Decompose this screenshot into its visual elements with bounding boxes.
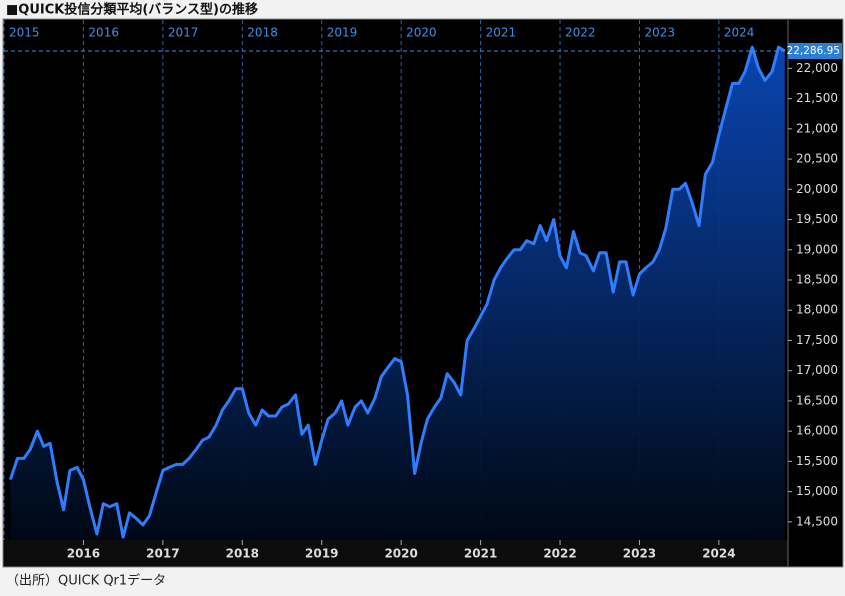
area bbox=[10, 47, 785, 540]
top-year-label: 2024 bbox=[724, 26, 755, 40]
top-year-label: 2019 bbox=[327, 26, 358, 40]
y-tick-label: 19,000 bbox=[796, 242, 838, 256]
source-note: （出所）QUICK Qr1データ bbox=[6, 573, 166, 589]
x-tick-label: 2017 bbox=[146, 547, 179, 561]
y-tick-label: 20,500 bbox=[796, 152, 838, 166]
x-tick-label: 2019 bbox=[305, 547, 338, 561]
x-tick-label: 2020 bbox=[384, 547, 417, 561]
y-tick-label: 18,000 bbox=[796, 303, 838, 317]
top-year-label: 2021 bbox=[486, 26, 517, 40]
y-tick-label: 22,000 bbox=[796, 61, 838, 75]
top-year-label: 2018 bbox=[247, 26, 278, 40]
y-tick-label: 19,500 bbox=[796, 212, 838, 226]
top-year-label: 2022 bbox=[565, 26, 596, 40]
y-tick-label: 20,000 bbox=[796, 182, 838, 196]
y-tick-label: 17,500 bbox=[796, 333, 838, 347]
y-tick-label: 16,000 bbox=[796, 424, 838, 438]
x-tick-label: 2016 bbox=[67, 547, 100, 561]
y-tick-label: 15,500 bbox=[796, 454, 838, 468]
top-year-label: 2015 bbox=[9, 26, 40, 40]
top-year-label: 2023 bbox=[644, 26, 675, 40]
x-tick-label: 2022 bbox=[543, 547, 576, 561]
last-value-box bbox=[788, 43, 842, 60]
x-axis-strip bbox=[4, 540, 788, 566]
x-tick-label: 2024 bbox=[702, 547, 735, 561]
x-tick-label: 2021 bbox=[464, 547, 497, 561]
top-year-label: 2016 bbox=[88, 26, 119, 40]
y-tick-label: 21,000 bbox=[796, 121, 838, 135]
last-value-label: 22,286.95 bbox=[787, 45, 840, 57]
y-tick-label: 21,500 bbox=[796, 91, 838, 105]
y-tick-label: 15,000 bbox=[796, 484, 838, 498]
line bbox=[8, 45, 786, 539]
chart-title: ■QUICK投信分類平均(バランス型)の推移 bbox=[6, 2, 258, 18]
top-year-label: 2020 bbox=[406, 26, 437, 40]
y-tick-label: 18,500 bbox=[796, 273, 838, 287]
y-tick-label: 16,500 bbox=[796, 393, 838, 407]
x-tick-label: 2018 bbox=[226, 547, 259, 561]
top-year-label: 2017 bbox=[168, 26, 199, 40]
x-tick-label: 2023 bbox=[623, 547, 656, 561]
y-tick-label: 14,500 bbox=[796, 514, 838, 528]
y-tick-label: 17,000 bbox=[796, 363, 838, 377]
